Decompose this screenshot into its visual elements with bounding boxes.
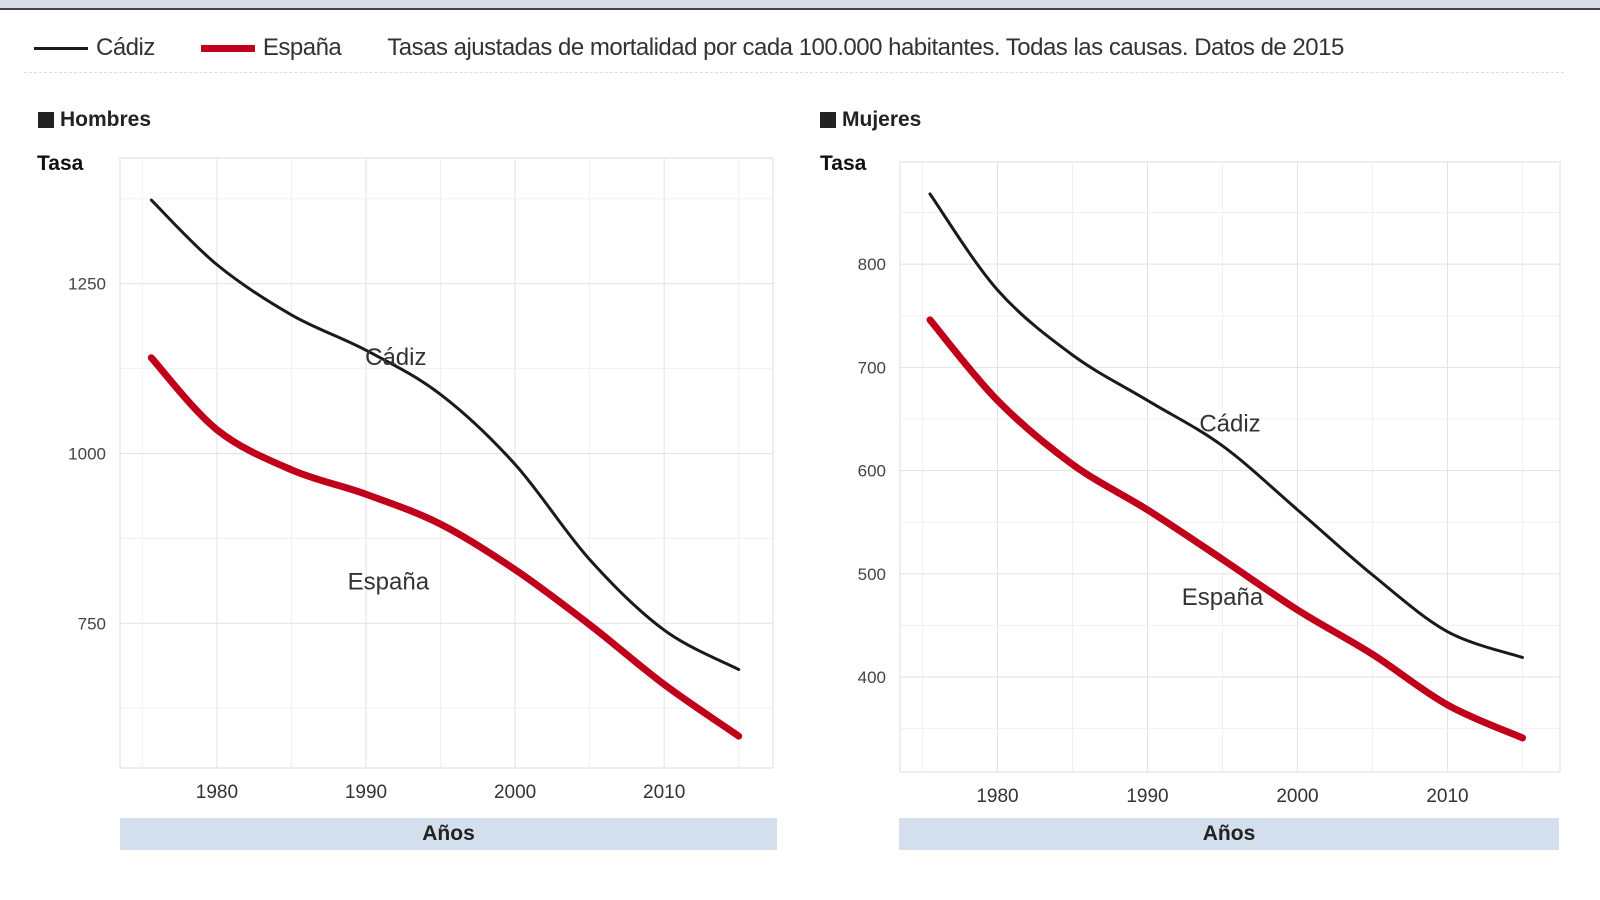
x-tick-label: 1980 — [196, 782, 238, 803]
y-tick-label: 500 — [858, 565, 886, 584]
series-line-cadiz — [149, 198, 741, 672]
legend-swatch-cadiz — [34, 46, 88, 50]
legend-swatch-espana — [200, 44, 255, 52]
y-tick-label: 400 — [858, 668, 886, 687]
series-annotation: Cádiz — [365, 344, 426, 371]
divider — [24, 72, 1564, 73]
x-tick-label: 2000 — [1276, 786, 1318, 807]
plot-area — [119, 157, 774, 769]
series-line-espana — [926, 316, 1526, 742]
y-axis-label-hombres: Tasa — [37, 152, 84, 175]
y-axis-label-mujeres: Tasa — [820, 152, 867, 175]
chart-hombres: 1980 1990 2000 2010 750 1000 1250 Cádiz España — [68, 157, 774, 803]
x-tick-label: 1990 — [1126, 786, 1168, 807]
x-tick-label: 2010 — [1426, 786, 1468, 807]
legend-item-cadiz: Cádiz — [34, 34, 155, 62]
series-annotation: España — [348, 568, 430, 595]
x-tick-label: 1980 — [976, 786, 1018, 807]
y-tick-label: 1000 — [68, 444, 106, 463]
chart-mujeres: 1980 1990 2000 2010 400 500 600 700 800 Cádiz Espa… — [858, 161, 1561, 807]
y-tick-label: 800 — [858, 255, 886, 274]
x-tick-label: 2000 — [494, 782, 536, 803]
x-tick-label: 2010 — [643, 782, 685, 803]
square-icon — [820, 112, 836, 128]
y-tick-label: 1250 — [68, 275, 106, 294]
x-axis-label-mujeres: Años — [899, 818, 1559, 850]
plot-area — [899, 161, 1561, 773]
legend-item-espana: España — [200, 34, 342, 62]
top-band — [0, 0, 1600, 10]
legend-label-cadiz: Cádiz — [96, 34, 155, 61]
title-text: Mujeres — [842, 108, 922, 131]
square-icon — [38, 112, 54, 128]
title-text: Hombres — [60, 108, 152, 131]
series-annotation: Cádiz — [1199, 410, 1260, 437]
chart-description: Tasas ajustadas de mortalidad por cada 1… — [387, 34, 1344, 61]
y-tick-label: 700 — [858, 358, 886, 377]
x-tick-label: 1990 — [345, 782, 387, 803]
y-tick-label: 750 — [78, 614, 106, 633]
legend: Cádiz España Tasas ajustadas de mortalid… — [34, 32, 1344, 64]
series-line-espana — [147, 354, 743, 740]
x-axis-label-hombres: Años — [120, 818, 777, 850]
legend-label-espana: España — [262, 34, 342, 61]
panel-title-hombres: Hombres — [38, 108, 151, 132]
y-tick-label: 600 — [858, 462, 886, 481]
series-annotation: España — [1182, 584, 1264, 611]
series-line-cadiz — [928, 192, 1524, 659]
panel-title-mujeres: Mujeres — [820, 108, 921, 132]
